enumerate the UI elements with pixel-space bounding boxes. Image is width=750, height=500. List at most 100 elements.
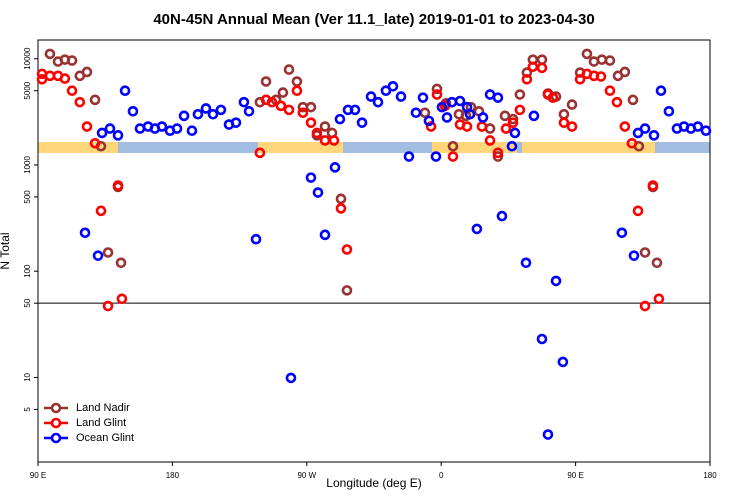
point: [431, 83, 443, 95]
point: [492, 151, 504, 162]
point: [95, 205, 107, 217]
point: [604, 55, 616, 66]
point: [119, 85, 131, 96]
legend-label: Land Glint: [76, 417, 126, 429]
point: [581, 48, 593, 60]
point: [520, 257, 532, 269]
point: [509, 127, 521, 139]
point: [506, 140, 518, 152]
point: [200, 103, 212, 114]
point: [528, 110, 540, 122]
point: [171, 123, 183, 134]
point: [521, 67, 533, 78]
point: [628, 250, 640, 261]
point: [283, 104, 295, 116]
point: [230, 117, 242, 128]
point: [305, 101, 317, 113]
point: [619, 66, 631, 78]
point: [596, 54, 608, 65]
y-tick-label: 100: [23, 264, 32, 278]
point: [116, 293, 128, 305]
point: [365, 91, 377, 102]
x-axis-label: Longitude (deg E): [326, 476, 421, 490]
x-tick-label: 90 E: [30, 471, 46, 480]
point: [243, 105, 255, 117]
point: [595, 71, 607, 82]
point: [611, 96, 623, 108]
y-tick-label: 1000: [23, 156, 32, 174]
point: [238, 96, 250, 108]
point: [651, 257, 663, 269]
point: [447, 140, 459, 152]
y-tick-label: 5: [23, 407, 32, 412]
point: [492, 147, 504, 159]
point: [700, 125, 712, 137]
point: [66, 55, 78, 66]
x-tick-label: 90 E: [567, 471, 583, 480]
point: [305, 117, 317, 128]
point: [639, 300, 651, 312]
x-tick-label: 90 W: [297, 471, 316, 480]
y-tick-label: 50: [23, 298, 32, 307]
point: [566, 99, 578, 110]
point: [334, 113, 346, 125]
point: [215, 104, 227, 116]
point: [178, 110, 190, 122]
point: [547, 92, 559, 103]
point: [514, 104, 526, 116]
point: [550, 275, 562, 287]
point: [663, 105, 675, 117]
point: [115, 257, 127, 269]
point: [349, 104, 361, 116]
point: [319, 121, 331, 132]
point: [291, 76, 303, 87]
point: [476, 121, 488, 132]
point: [461, 121, 473, 132]
point: [441, 112, 453, 123]
point: [156, 121, 168, 132]
point: [447, 151, 459, 162]
point: [319, 135, 331, 146]
y-axis-label: N Total: [0, 232, 12, 269]
point: [574, 74, 586, 85]
y-tick-label: 10: [23, 372, 32, 381]
point: [127, 105, 139, 117]
surface-strip: [38, 142, 710, 153]
point: [104, 123, 116, 134]
point: [112, 130, 124, 141]
point: [514, 89, 526, 100]
point: [653, 293, 665, 305]
point: [558, 108, 570, 120]
land-strip: [38, 142, 118, 153]
point: [311, 127, 323, 139]
point: [566, 121, 578, 132]
point: [254, 147, 266, 159]
point: [285, 372, 297, 384]
point: [250, 233, 262, 245]
point: [329, 162, 341, 173]
point: [464, 108, 476, 120]
point: [423, 115, 435, 127]
land-strip: [432, 142, 517, 153]
plot-frame: [37, 39, 711, 463]
point: [186, 125, 198, 137]
point: [380, 85, 392, 96]
point: [305, 172, 317, 183]
point: [297, 107, 309, 119]
point: [536, 333, 548, 345]
point: [484, 135, 496, 146]
y-tick-label: 5000: [23, 81, 32, 99]
point: [44, 48, 56, 60]
point: [207, 108, 219, 120]
point: [507, 117, 519, 128]
point: [291, 85, 303, 96]
chart-title: 40N-45N Annual Mean (Ver 11.1_late) 2019…: [153, 11, 594, 28]
point: [319, 229, 331, 241]
point: [102, 247, 114, 258]
point: [260, 76, 272, 87]
point: [639, 123, 651, 134]
land-strip: [522, 142, 655, 153]
point: [542, 429, 554, 440]
point: [632, 205, 644, 217]
